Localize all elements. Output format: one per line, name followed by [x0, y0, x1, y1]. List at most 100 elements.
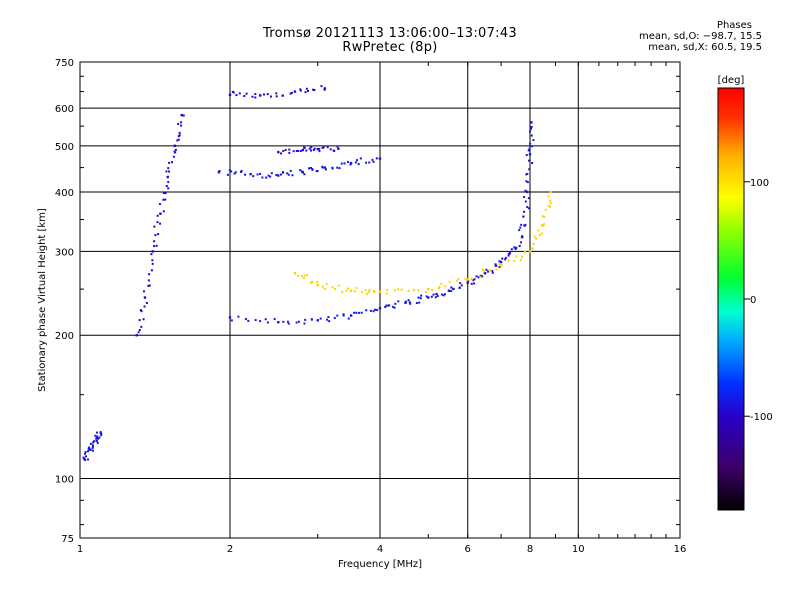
trace-point [427, 296, 430, 299]
trace-point [436, 294, 439, 297]
trace-point [275, 95, 278, 98]
trace-point [157, 233, 160, 236]
trace-point [549, 205, 552, 208]
trace-point [173, 144, 177, 148]
trace-point [521, 235, 524, 238]
trace-point [325, 282, 328, 285]
trace-point [289, 169, 292, 172]
trace-point [498, 260, 501, 263]
trace-point [311, 168, 314, 171]
trace-point [532, 242, 535, 245]
trace-point [254, 93, 257, 96]
trace-point [530, 125, 533, 128]
trace-point [349, 163, 352, 166]
trace-point [481, 275, 484, 278]
colorbar-tick-label: -100 [750, 412, 773, 423]
trace-point [267, 174, 270, 177]
trace-point [261, 176, 264, 179]
trace-point [349, 161, 353, 165]
trace-point [135, 334, 138, 337]
trace-point [87, 447, 90, 450]
trace-point [243, 95, 246, 98]
trace-point [277, 174, 280, 177]
trace-point [337, 284, 340, 287]
trace-point [154, 234, 157, 237]
trace-point [526, 206, 529, 209]
trace-point [372, 160, 375, 163]
trace-point [147, 284, 150, 287]
trace-point [368, 161, 371, 164]
trace-point [535, 237, 538, 240]
trace-point [168, 170, 171, 173]
trace-point [549, 202, 552, 205]
trace-point [549, 199, 552, 202]
trace-point [326, 146, 329, 149]
trace-point [509, 251, 512, 254]
trace-point [457, 278, 460, 281]
trace-point [418, 301, 421, 304]
trace-point [164, 198, 167, 201]
trace-point [259, 172, 262, 175]
trace-point [266, 93, 269, 96]
trace-point [96, 435, 99, 438]
trace-point [279, 152, 282, 155]
y-tick-label: 400 [55, 188, 74, 199]
trace-point [336, 166, 339, 169]
trace-point [525, 154, 528, 157]
trace-point [310, 166, 313, 169]
trace-point [527, 207, 530, 210]
trace-point [177, 122, 180, 125]
trace-point [450, 286, 453, 289]
trace-point [342, 313, 345, 316]
trace-point [323, 287, 326, 290]
trace-point [498, 265, 501, 268]
trace-point [286, 172, 289, 175]
trace-point [540, 224, 543, 227]
trace-point [467, 279, 470, 282]
trace-point [275, 92, 278, 95]
trace-point [323, 88, 326, 91]
trace-point [322, 146, 325, 149]
trace-point [269, 95, 272, 98]
trace-point [435, 293, 438, 296]
trace-point [373, 290, 376, 293]
trace-point [313, 147, 316, 150]
trace-point [218, 170, 221, 173]
trace-point [142, 290, 145, 293]
trace-point [182, 114, 185, 117]
trace-point [166, 175, 169, 179]
trace-point [177, 138, 180, 141]
trace-point [526, 190, 529, 194]
trace-point [549, 190, 552, 194]
trace-point [524, 223, 527, 226]
trace-point [244, 318, 247, 321]
trace-point [331, 286, 334, 289]
trace-point [510, 248, 513, 251]
trace-point [95, 439, 98, 443]
trace-point [153, 225, 156, 228]
trace-point [94, 434, 97, 437]
trace-point [528, 153, 532, 156]
trace-point [321, 285, 324, 288]
trace-point [89, 448, 92, 451]
trace-point [87, 458, 90, 461]
trace-point [99, 431, 102, 434]
trace-point [180, 124, 183, 127]
trace-point [230, 319, 233, 322]
trace-point [234, 171, 237, 174]
trace-point [313, 89, 316, 92]
trace-point [310, 149, 313, 152]
trace-point [142, 318, 145, 321]
trace-point [228, 169, 231, 172]
phase-stats-title: Phases [716, 20, 752, 31]
trace-point [151, 250, 155, 253]
trace-point [312, 88, 315, 91]
trace-point [162, 210, 165, 213]
trace-point [159, 212, 162, 215]
trace-point [541, 215, 544, 218]
trace-point [316, 280, 319, 283]
trace-point [527, 159, 530, 162]
trace-point [269, 175, 272, 178]
trace-point [387, 304, 390, 307]
trace-point [312, 149, 315, 152]
